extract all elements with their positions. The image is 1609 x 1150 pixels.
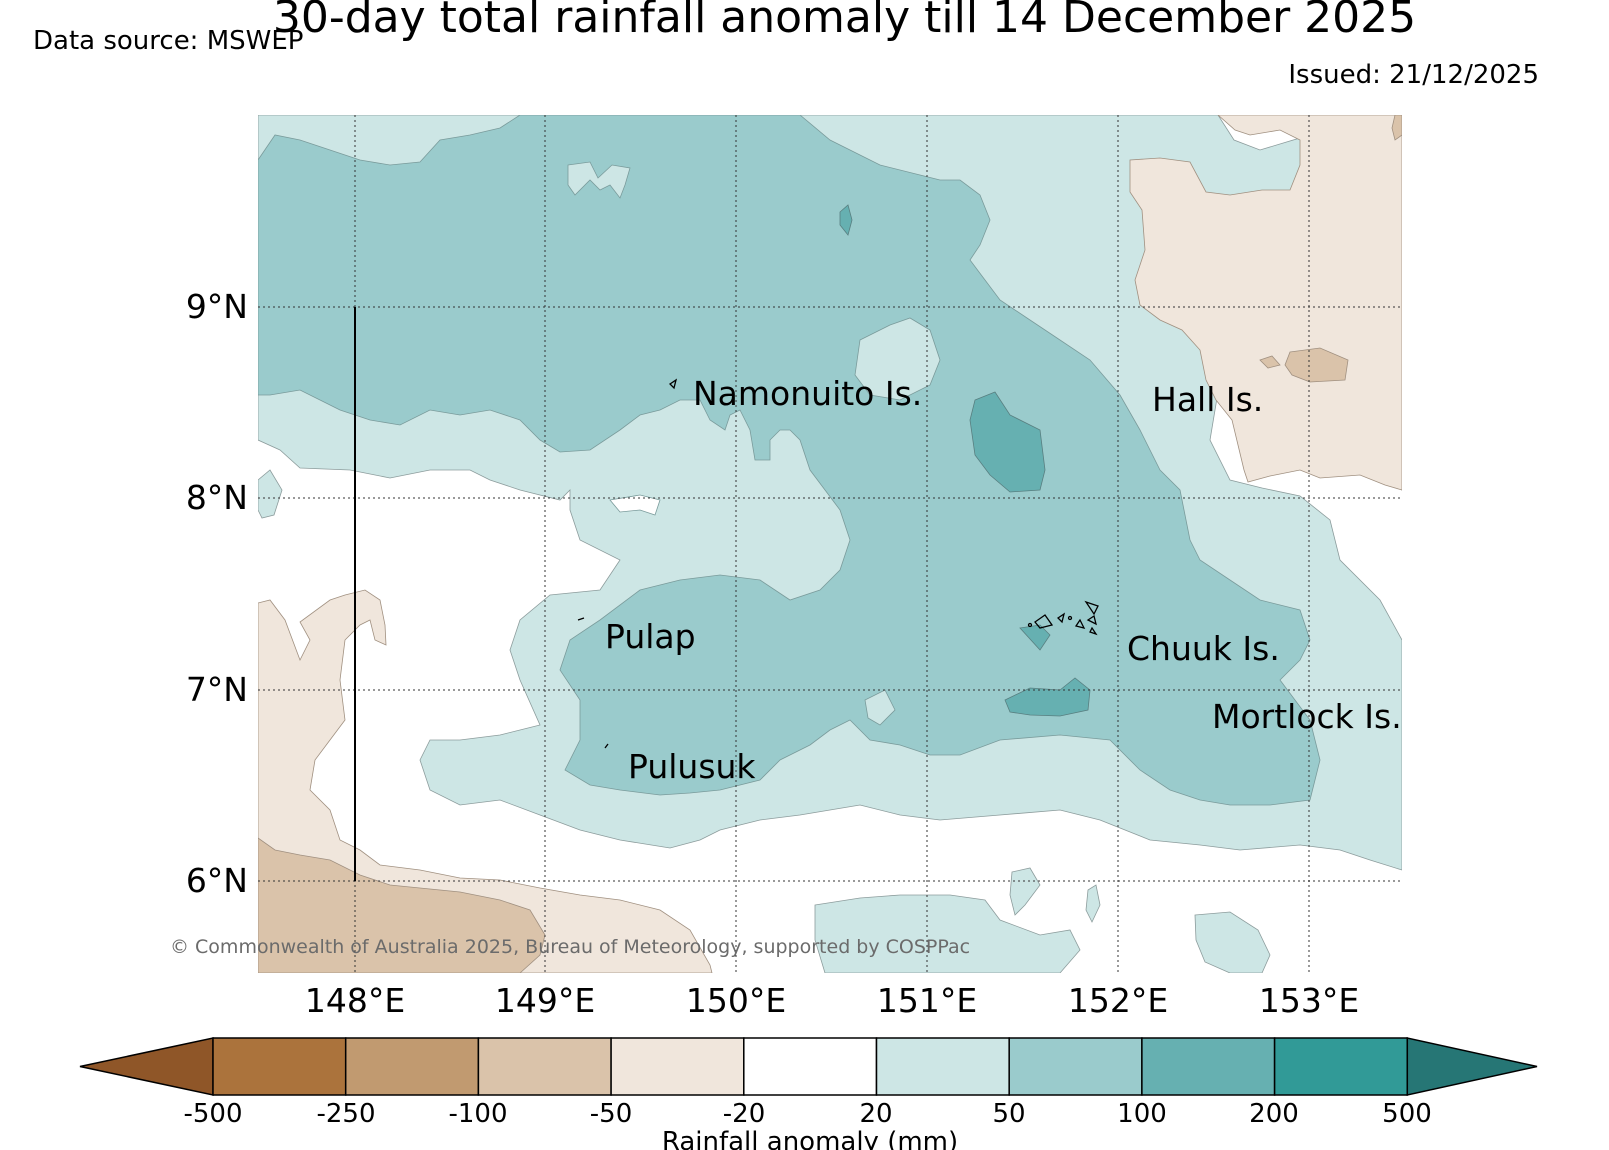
contour-100-200-c	[1004, 677, 1091, 717]
lon-label-151e: 151°E	[877, 981, 977, 1020]
lat-label-8n: 8°N	[186, 478, 248, 517]
place-label-namonuito: Namonuito Is.	[693, 374, 922, 413]
colorbar-bin	[1273, 1037, 1409, 1096]
contour-neg-20-50-west	[258, 589, 713, 973]
lat-label-6n: 6°N	[186, 861, 248, 900]
colorbar-bin	[1008, 1037, 1143, 1096]
lat-label-7n: 7°N	[186, 670, 248, 709]
colorbar-tick-label: 200	[1249, 1099, 1299, 1129]
chuuk-islands	[1027, 600, 1099, 636]
place-label-mortlock: Mortlock Is.	[1212, 697, 1402, 736]
lon-label-153e: 153°E	[1259, 981, 1359, 1020]
colorbar-tick-label: 100	[1117, 1099, 1167, 1129]
colorbar-tick-label: -50	[590, 1099, 632, 1129]
lon-label-152e: 152°E	[1068, 981, 1168, 1020]
contour-neg-50-100-west	[258, 837, 546, 973]
colorbar-bin	[212, 1037, 347, 1096]
colorbar-bin	[743, 1037, 878, 1096]
contour-hole-white	[609, 494, 661, 516]
colorbar-bin	[1141, 1037, 1276, 1096]
contour-hole-center	[854, 317, 941, 401]
colorbar-tick-label: -100	[448, 1099, 507, 1129]
colorbar-bin	[610, 1037, 745, 1096]
lon-label-150e: 150°E	[686, 981, 786, 1020]
colorbar-tick-label: 20	[859, 1099, 892, 1129]
colorbar-title: Rainfall anomaly (mm)	[662, 1127, 958, 1150]
map-title: 30-day total rainfall anomaly till 14 De…	[272, 0, 1417, 43]
colorbar-bin	[344, 1037, 480, 1096]
colorbar-tick-label: 50	[992, 1099, 1025, 1129]
contour-100-200-d	[1019, 624, 1051, 651]
contour-se-patch-2	[814, 894, 1081, 973]
lon-label-149e: 149°E	[495, 981, 595, 1020]
contour-50-100	[258, 115, 1321, 806]
contour-100-200-b	[839, 204, 853, 236]
colorbar-tick-label: -250	[316, 1099, 375, 1129]
issued-date: Issued: 21/12/2025	[1288, 60, 1539, 90]
contour-se-patch-1	[1194, 911, 1271, 973]
contour-se-patch-3	[1009, 867, 1041, 916]
contour-neg-20-50-east	[1129, 115, 1402, 491]
anomaly-field	[258, 115, 1402, 973]
data-source-label: Data source: MSWEP	[33, 26, 304, 56]
contour-100-200-a	[969, 391, 1046, 493]
contour-hole-south	[864, 689, 896, 726]
colorbar-tick-label: 500	[1382, 1099, 1432, 1129]
colorbar-extend-max	[1406, 1037, 1538, 1096]
colorbar-tick-label: -500	[183, 1099, 242, 1129]
contour-se-patch-4	[1085, 884, 1101, 923]
colorbar-extend-min	[79, 1037, 214, 1096]
lon-label-148e: 148°E	[305, 981, 405, 1020]
copyright-note: © Commonwealth of Australia 2025, Bureau…	[170, 936, 970, 958]
colorbar-bin	[477, 1037, 612, 1096]
contour-neg-50-100-east	[1284, 347, 1349, 383]
contour-small-left	[258, 469, 283, 519]
place-label-chuuk: Chuuk Is.	[1127, 629, 1280, 668]
contour-hole-north	[567, 161, 631, 199]
lat-label-9n: 9°N	[186, 287, 248, 326]
colorbar-tick-label: -20	[723, 1099, 765, 1129]
place-label-hall: Hall Is.	[1152, 380, 1263, 419]
place-label-pulap: Pulap	[605, 617, 696, 656]
island-marks	[577, 378, 678, 749]
colorbar	[79, 1037, 1538, 1096]
contour-neg-corner	[1391, 115, 1402, 141]
contour-neg-small-east	[1259, 355, 1281, 369]
place-label-pulusuk: Pulusuk	[628, 747, 756, 786]
colorbar-bin	[875, 1037, 1010, 1096]
